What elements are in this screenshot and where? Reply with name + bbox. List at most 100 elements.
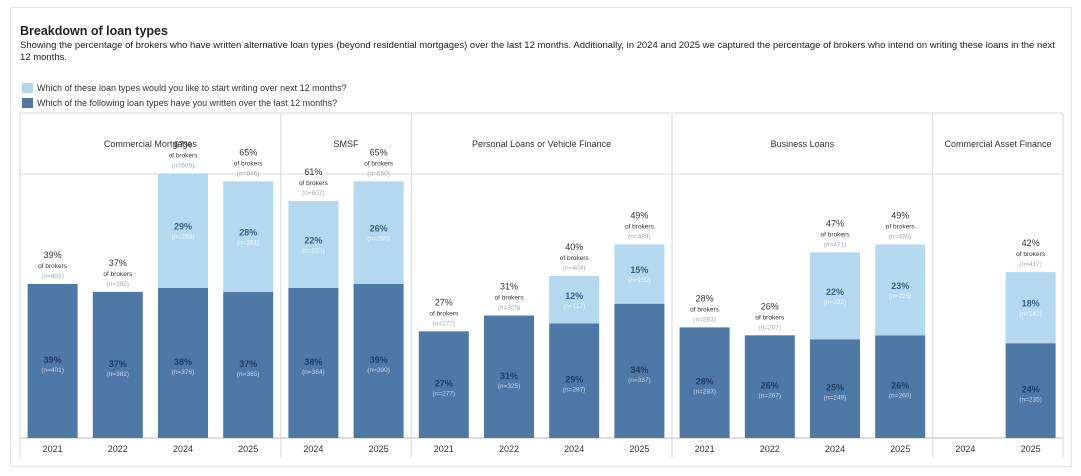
bar-intend-value-label: 23% <box>891 281 909 291</box>
bar-written <box>158 287 208 438</box>
bar-written-n-label: (n=235) <box>1019 397 1042 404</box>
bar-total-n-label: (n=417) <box>1019 261 1042 268</box>
bar-total-n-label: (n=382) <box>107 281 130 288</box>
bar-written-n-label: (n=325) <box>498 383 521 390</box>
bar-written <box>353 283 404 438</box>
bar-intend-n-label: (n=152) <box>628 277 651 284</box>
bar-intend <box>875 244 926 336</box>
bar-written-value-label: 37% <box>239 359 257 369</box>
bar-written-n-label: (n=267) <box>759 393 782 400</box>
x-tick-label: 2022 <box>499 444 519 454</box>
bar-total-label: 65% <box>370 147 388 157</box>
bar-written-value-label: 26% <box>891 381 909 391</box>
x-tick-label: 2025 <box>890 444 910 454</box>
bar-written-value-label: 39% <box>370 355 388 365</box>
bar-written-n-label: (n=277) <box>433 391 456 398</box>
panel-header-3: Business Loans <box>771 139 835 149</box>
bar-written-value-label: 26% <box>761 381 779 391</box>
x-tick-label: 2024 <box>303 444 323 454</box>
bar-total-suffix: of brokers <box>625 223 655 230</box>
bar-intend <box>353 181 404 284</box>
bar-total-suffix: of brokers <box>560 255 590 262</box>
bar-intend <box>223 181 274 292</box>
bar-intend-n-label: (n=260) <box>367 236 390 243</box>
legend-label-written: Which of the following loan types have y… <box>37 97 338 108</box>
bar-written-value-label: 28% <box>696 377 714 387</box>
bar-total-label: 40% <box>565 242 583 252</box>
panel-header-0: Commercial Mortgages <box>104 139 198 149</box>
bar-total-suffix: of brokers <box>1016 251 1046 258</box>
bar-total-label: 65% <box>239 147 257 157</box>
bar-total-suffix: of brokers <box>821 231 851 238</box>
bar-total-label: 37% <box>109 258 127 268</box>
bar-total-suffix: of brokers <box>690 306 720 313</box>
bar-intend-n-label: (n=293) <box>172 234 195 241</box>
bar-written-n-label: (n=384) <box>302 369 325 376</box>
legend-swatch-intend <box>22 82 33 93</box>
bar-written <box>484 315 534 438</box>
chart-subtitle: Showing the percentage of brokers who ha… <box>20 40 1055 63</box>
bar-written-value-label: 39% <box>44 355 62 365</box>
bar-written <box>288 287 339 438</box>
bar-intend-value-label: 22% <box>826 287 844 297</box>
bar-written-value-label: 27% <box>435 379 453 389</box>
bar-written-value-label: 24% <box>1022 385 1040 395</box>
bar-total-label: 47% <box>826 218 844 228</box>
bar-intend-n-label: (n=117) <box>563 303 585 310</box>
bar-written-n-label: (n=376) <box>172 369 195 376</box>
bar-total-label: 31% <box>500 282 518 292</box>
bar-total-label: 27% <box>435 297 453 307</box>
bar-total-label: 61% <box>304 167 322 177</box>
legend-item-intend[interactable]: Which of these loan types would you like… <box>22 80 347 95</box>
bar-total-n-label: (n=646) <box>237 170 260 177</box>
bar-written <box>92 291 143 438</box>
legend-label-intend: Which of these loan types would you like… <box>37 82 347 93</box>
bar-total-label: 39% <box>44 250 62 260</box>
bar-intend <box>158 173 208 288</box>
x-tick-label: 2025 <box>238 444 258 454</box>
x-tick-label: 2021 <box>695 444 715 454</box>
bar-written-n-label: (n=365) <box>237 371 260 378</box>
bar-total-label: 26% <box>761 301 779 311</box>
bar-total-n-label: (n=401) <box>41 273 64 280</box>
bar-total-label: 49% <box>630 210 648 220</box>
x-tick-label: 2024 <box>173 444 193 454</box>
bar-intend <box>288 201 339 288</box>
bar-total-n-label: (n=471) <box>824 241 847 248</box>
bar-total-suffix: of brokers <box>495 295 525 302</box>
bar-written-value-label: 37% <box>109 359 127 369</box>
bar-total-suffix: of brokers <box>364 160 394 167</box>
bar-written <box>1005 343 1056 438</box>
bar-total-n-label: (n=489) <box>628 233 651 240</box>
x-tick-label: 2022 <box>760 444 780 454</box>
bar-total-n-label: (n=650) <box>367 170 390 177</box>
bar-written-n-label: (n=401) <box>41 367 64 374</box>
legend-item-written[interactable]: Which of the following loan types have y… <box>22 95 347 110</box>
x-tick-label: 2025 <box>629 444 649 454</box>
bar-total-label: 28% <box>696 293 714 303</box>
bar-intend <box>549 276 600 324</box>
bar-total-suffix: of brokers <box>38 263 68 270</box>
bar-written-value-label: 38% <box>174 357 192 367</box>
bar-total-suffix: of brokers <box>886 223 916 230</box>
bar-intend-value-label: 22% <box>304 235 322 245</box>
bar-intend-value-label: 18% <box>1022 299 1040 309</box>
bar-written <box>875 335 926 438</box>
bar-total-n-label: (n=485) <box>889 233 912 240</box>
x-tick-label: 2025 <box>1021 444 1041 454</box>
chart-title: Breakdown of loan types <box>20 24 168 38</box>
bar-written-value-label: 31% <box>500 371 518 381</box>
bar-written-n-label: (n=287) <box>563 387 586 394</box>
bar-intend-n-label: (n=281) <box>237 240 260 247</box>
bar-total-n-label: (n=669) <box>172 162 195 169</box>
bar-written-n-label: (n=382) <box>107 371 130 378</box>
bar-total-suffix: of brokers <box>234 160 264 167</box>
bar-intend <box>1005 272 1056 344</box>
legend: Which of these loan types would you like… <box>22 80 347 110</box>
bar-written <box>223 291 274 438</box>
bar-intend-value-label: 28% <box>239 228 257 238</box>
bar-total-n-label: (n=325) <box>498 305 521 312</box>
bar-total-n-label: (n=283) <box>693 316 716 323</box>
bar-intend-n-label: (n=222) <box>824 299 847 306</box>
